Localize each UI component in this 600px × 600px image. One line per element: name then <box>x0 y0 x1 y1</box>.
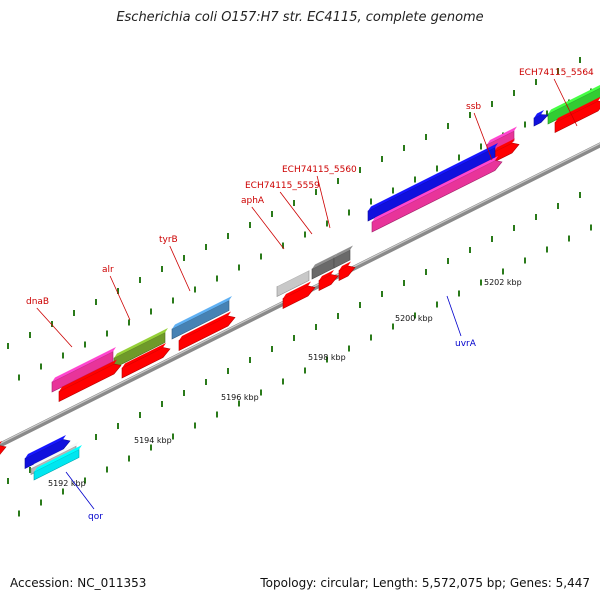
leader-line <box>279 191 313 235</box>
cds-arrow <box>121 343 171 379</box>
cds-arrow <box>282 281 316 309</box>
leader-line <box>553 78 578 127</box>
gene-labels: dnaB alr tyrB aphA ECH74115_5559 ECH74115_556… <box>26 68 594 522</box>
cds-uvra-pink <box>371 156 503 233</box>
cds-arrow <box>318 270 339 291</box>
gene-apha <box>276 266 312 297</box>
tick-label: 5196 kbp <box>221 393 259 402</box>
gene-label-ssb: ssb <box>466 102 481 112</box>
tick-label: 5202 kbp <box>484 278 522 287</box>
gene-label-uvra: uvrA <box>455 339 477 349</box>
small-blue-feature <box>533 110 549 127</box>
tick-label: 5192 kbp <box>48 479 86 488</box>
leader-line <box>446 295 462 337</box>
qor-cyan-band <box>33 445 82 481</box>
tick-label: 5194 kbp <box>134 436 172 445</box>
cds-arrow <box>338 261 356 281</box>
gene-label-alr: alr <box>102 265 114 275</box>
leader-line <box>169 245 191 292</box>
leader-line <box>109 275 131 321</box>
cds-arrow <box>178 311 236 351</box>
gene-features <box>0 85 600 481</box>
accession-text: Accession: NC_011353 <box>10 576 147 590</box>
cds-arrow <box>0 441 7 455</box>
cds-arrow <box>58 359 122 402</box>
gene-ech74115_5564 <box>547 85 600 125</box>
leader-line <box>251 206 285 250</box>
gene-label-dnab: dnaB <box>26 297 49 307</box>
cds-arrow <box>554 97 600 133</box>
label-leaders <box>36 78 578 510</box>
genome-title: Escherichia coli O157:H7 str. EC4115, co… <box>116 10 484 25</box>
gene-label-ech74115_5560: ECH74115_5560 <box>282 165 357 175</box>
gene-label-ech74115_5559: ECH74115_5559 <box>245 181 320 191</box>
gene-label-apha: aphA <box>241 196 265 206</box>
gene-label-qor: qor <box>88 512 103 522</box>
gene-ech74115_5560 <box>333 245 353 269</box>
leader-line <box>36 307 73 348</box>
gene-uvra <box>367 143 498 222</box>
leader-line <box>65 471 95 510</box>
gene-label-tyrb: tyrB <box>159 235 178 245</box>
gene-label-ech74115_5564: ECH74115_5564 <box>519 68 594 78</box>
gene-qor <box>24 435 71 469</box>
tick-dot-rows <box>7 57 592 517</box>
leader-line <box>316 175 331 229</box>
leader-line <box>473 112 493 161</box>
tick-label: 5198 kbp <box>308 353 346 362</box>
topology-text: Topology: circular; Length: 5,572,075 bp… <box>260 576 590 590</box>
tick-labels: 5192 kbp 5194 kbp 5196 kbp 5198 kbp 5200 kbp… <box>48 278 522 488</box>
tick-label: 5200 kbp <box>395 314 433 323</box>
gene-tyrb <box>171 296 232 340</box>
